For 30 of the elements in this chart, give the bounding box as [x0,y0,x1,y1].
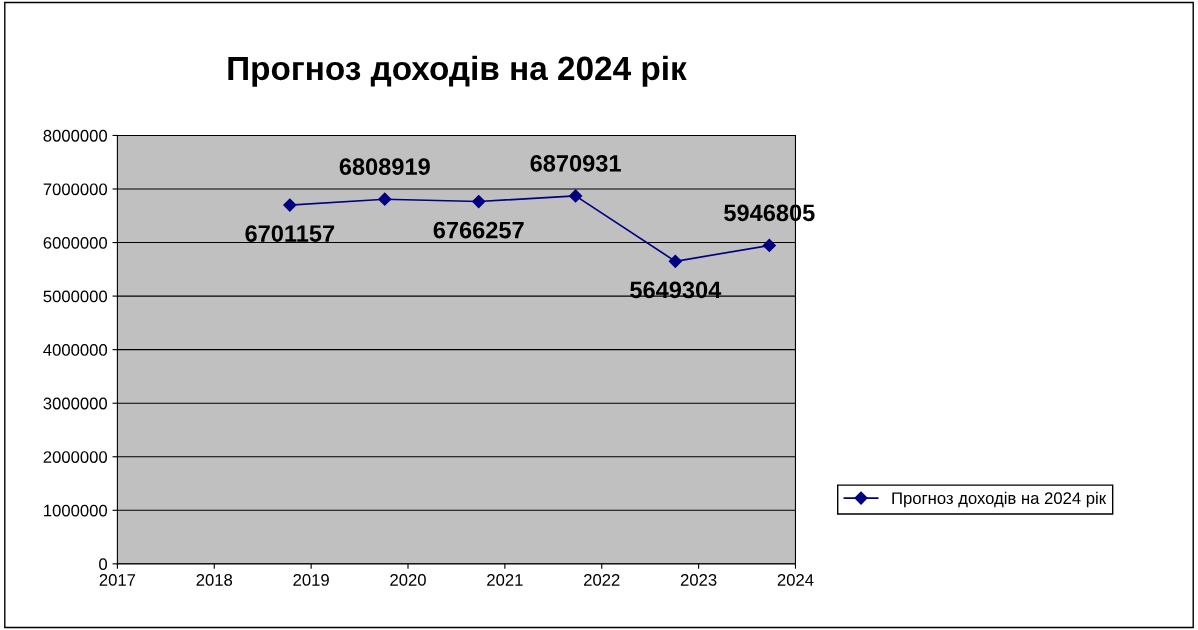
point [568,189,583,203]
y-tick-label: 8000000 [43,129,108,142]
point [378,192,392,206]
y-tick-label: 7000000 [43,183,108,196]
x-tick-label: 2024 [777,574,814,586]
y-tick-label: 2000000 [43,451,108,463]
x-tick-label: 2023 [680,574,717,586]
legend-label: Прогноз доходів на 2024 рік [892,491,1107,508]
point [668,254,682,268]
data-label: 6766257 [433,221,524,239]
x-tick-label: 2019 [293,574,329,586]
point [283,198,297,212]
x-tick-label: 2020 [390,574,426,586]
x-tick-label: 2022 [584,574,620,586]
y-tick-label: 4000000 [43,344,108,356]
x-tick-label: 2021 [487,574,523,586]
data-label: 5649304 [630,281,722,299]
y-tick-label: 6000000 [43,236,108,249]
y-tick-label: 1000000 [44,504,108,517]
x-tick-label: 2017 [99,574,136,586]
data-label: 6870931 [530,154,621,172]
point [762,238,776,252]
x-tick-label: 2018 [196,574,233,586]
point [472,194,486,209]
data-label: 6808919 [339,158,430,176]
data-label: 6701157 [245,225,335,242]
y-tick-label: 0 [99,558,108,571]
y-tick-label: 3000000 [43,397,108,410]
y-tick-label: 5000000 [43,290,108,303]
chart-title: Прогноз доходів на 2024 рік [228,55,687,87]
